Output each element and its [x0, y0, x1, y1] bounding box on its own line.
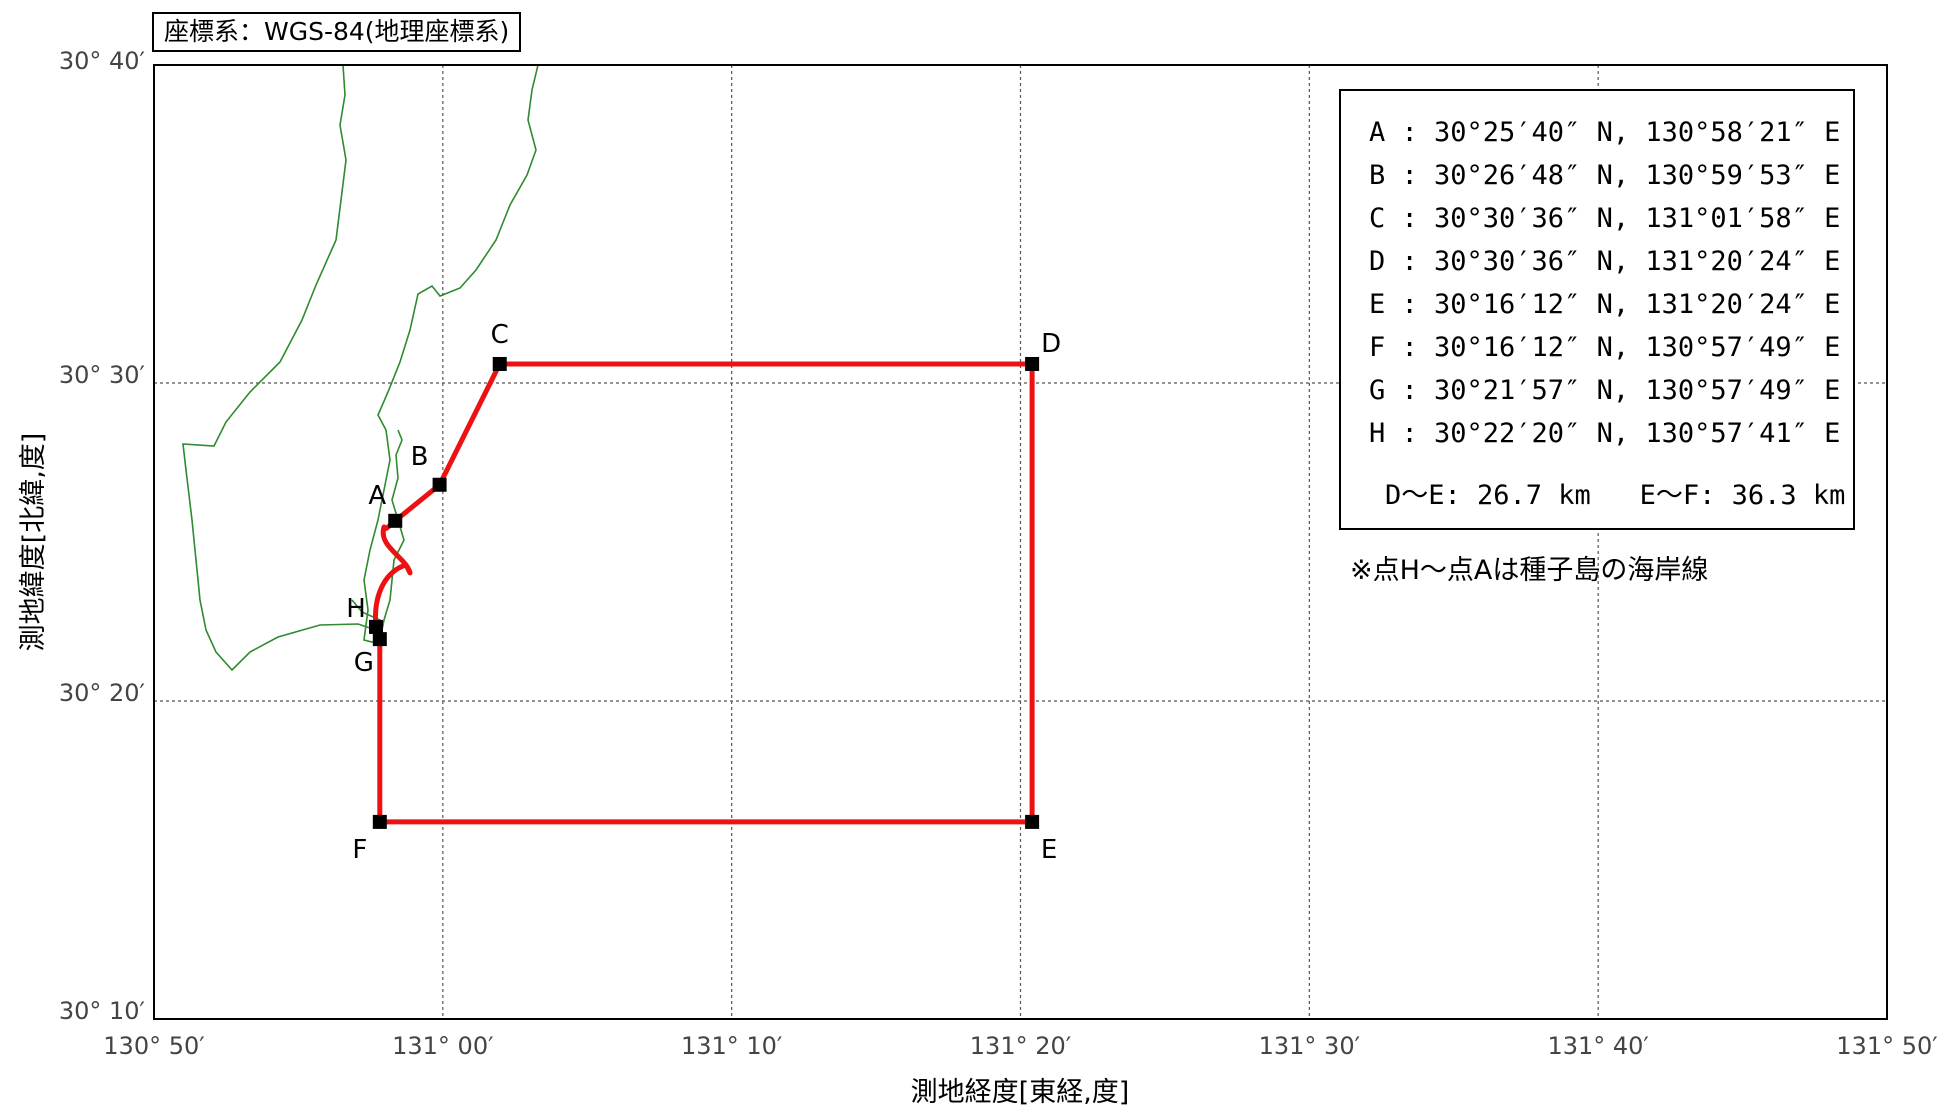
x-tick-label: 130° 50′: [103, 1032, 204, 1060]
marker-h: [368, 619, 383, 634]
marker-a: [388, 513, 403, 528]
marker-d: [1025, 356, 1040, 371]
point-label-g: G: [354, 648, 374, 678]
point-label-b: B: [411, 442, 429, 472]
marker-g: [372, 632, 387, 647]
marker-c: [492, 356, 507, 371]
tick-labels: 130° 50′ 131° 00′ 131° 10′ 131° 20′ 131° 30′…: [59, 47, 1938, 1060]
legend-row-f: F : 30°16′12″ N, 130°57′49″ E: [1369, 332, 1841, 363]
coastline-path: [182, 64, 382, 672]
plot-frame: [153, 64, 1888, 1020]
x-tick-label: 131° 30′: [1259, 1032, 1360, 1060]
legend-row-h: H : 30°22′20″ N, 130°57′41″ E: [1369, 418, 1841, 449]
marker-e: [1025, 814, 1040, 829]
point-markers: AB C D E F GH: [346, 320, 1061, 865]
coastline: [182, 64, 539, 672]
grid-lines: [154, 65, 1887, 1019]
point-label-c: C: [491, 320, 509, 350]
point-label-a: A: [368, 481, 386, 511]
coastline-boundary-segment: [373, 518, 413, 640]
y-axis-label: 測地緯度[北緯,度]: [18, 433, 49, 652]
legend-row-c: C : 30°30′36″ N, 131°01′58″ E: [1369, 203, 1841, 234]
coordinate-system-title: 座標系：WGS-84(地理座標系): [152, 12, 522, 52]
legend-row-e: E : 30°16′12″ N, 131°20′24″ E: [1369, 289, 1841, 320]
y-tick-label: 30° 30′: [59, 361, 145, 389]
x-tick-label: 131° 40′: [1547, 1032, 1648, 1060]
boundary-line: [377, 361, 1035, 825]
coastline-note: ※点H～点Aは種子島の海岸線: [1350, 555, 1709, 586]
legend-distances: D～E: 26.7 km E～F: 36.3 km: [1385, 480, 1846, 511]
x-tick-label: 131° 20′: [970, 1032, 1071, 1060]
coordinates-legend: A : 30°25′40″ N, 130°58′21″ E B : 30°26′…: [1339, 89, 1855, 530]
point-label-f: F: [352, 835, 367, 865]
area-boundary: [373, 361, 1035, 825]
x-tick-label: 131° 00′: [392, 1032, 493, 1060]
point-label-h: H: [346, 594, 366, 624]
legend-row-b: B : 30°26′48″ N, 130°59′53″ E: [1369, 160, 1841, 191]
y-tick-label: 30° 20′: [59, 679, 145, 707]
marker-b: [432, 477, 447, 492]
point-label-e: E: [1041, 835, 1057, 865]
marker-f: [372, 814, 387, 829]
legend-row-a: A : 30°25′40″ N, 130°58′21″ E: [1369, 117, 1841, 148]
point-label-d: D: [1041, 329, 1061, 359]
coastline-path: [363, 64, 539, 643]
legend-row-g: G : 30°21′57″ N, 130°57′49″ E: [1369, 375, 1841, 406]
x-tick-label: 131° 50′: [1836, 1032, 1937, 1060]
legend-row-d: D : 30°30′36″ N, 131°20′24″ E: [1369, 246, 1841, 277]
x-tick-label: 131° 10′: [681, 1032, 782, 1060]
y-tick-label: 30° 40′: [59, 47, 145, 75]
y-tick-label: 30° 10′: [59, 997, 145, 1025]
x-axis-label: 測地経度[東経,度]: [911, 1077, 1130, 1108]
